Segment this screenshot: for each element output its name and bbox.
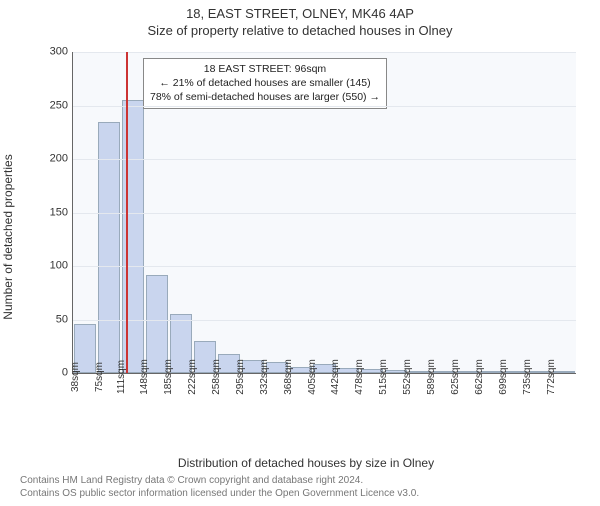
x-tick-label: 332sqm [259, 359, 270, 395]
y-tick-label: 100 [50, 261, 73, 272]
footer-line1: Contains HM Land Registry data © Crown c… [20, 474, 419, 487]
x-tick-label: 515sqm [379, 359, 390, 395]
gridline [73, 106, 576, 107]
marker-line [126, 52, 128, 373]
x-tick-label: 662sqm [474, 359, 485, 395]
gridline [73, 266, 576, 267]
attribution-footer: Contains HM Land Registry data © Crown c… [20, 474, 419, 500]
x-tick-label: 405sqm [307, 359, 318, 395]
y-tick-label: 200 [50, 154, 73, 165]
y-axis-label: Number of detached properties [1, 154, 15, 319]
x-tick-label: 772sqm [546, 359, 557, 395]
x-tick-label: 589sqm [426, 359, 437, 395]
y-tick-label: 50 [56, 314, 73, 325]
gridline [73, 52, 576, 53]
x-tick-label: 185sqm [163, 359, 174, 395]
callout-line1: 18 EAST STREET: 96sqm [150, 62, 380, 76]
x-tick-label: 699sqm [498, 359, 509, 395]
y-tick-label: 150 [50, 207, 73, 218]
x-tick-label: 295sqm [235, 359, 246, 395]
x-tick-label: 478sqm [355, 359, 366, 395]
x-tick-label: 625sqm [450, 359, 461, 395]
x-tick-label: 442sqm [331, 359, 342, 395]
marker-callout: 18 EAST STREET: 96sqm ← 21% of detached … [143, 58, 387, 109]
title-sub: Size of property relative to detached ho… [0, 23, 600, 38]
x-tick-label: 552sqm [403, 359, 414, 395]
y-tick-label: 300 [50, 47, 73, 58]
y-tick-label: 250 [50, 100, 73, 111]
plot-area: 38sqm75sqm111sqm148sqm185sqm222sqm258sqm… [72, 52, 576, 374]
gridline [73, 320, 576, 321]
x-tick-label: 75sqm [94, 362, 105, 392]
gridline [73, 213, 576, 214]
title-main: 18, EAST STREET, OLNEY, MK46 4AP [0, 6, 600, 21]
x-tick-label: 735sqm [522, 359, 533, 395]
footer-line2: Contains OS public sector information li… [20, 487, 419, 500]
x-axis-label: Distribution of detached houses by size … [178, 456, 434, 470]
x-tick-label: 222sqm [187, 359, 198, 395]
gridline [73, 159, 576, 160]
x-tick-label: 148sqm [139, 359, 150, 395]
x-tick-label: 258sqm [211, 359, 222, 395]
callout-line2: ← 21% of detached houses are smaller (14… [150, 76, 380, 90]
x-tick-label: 368sqm [283, 359, 294, 395]
y-tick-label: 0 [62, 368, 73, 379]
chart: Number of detached properties 38sqm75sqm… [36, 52, 576, 422]
callout-line3: 78% of semi-detached houses are larger (… [150, 90, 380, 104]
